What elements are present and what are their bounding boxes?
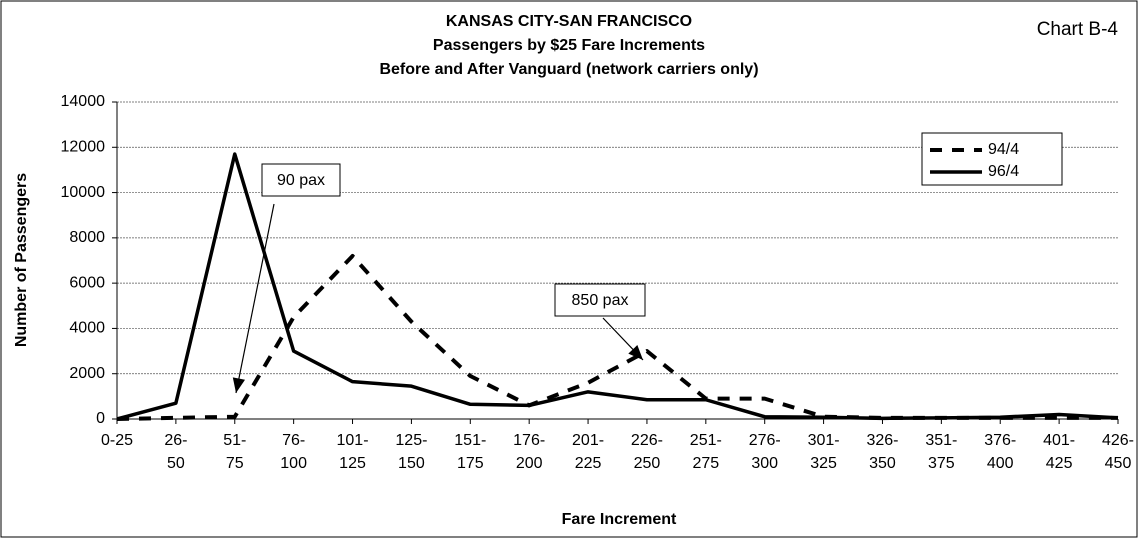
series-line — [116, 152, 1119, 421]
y-tick-label: 14000 — [61, 93, 106, 110]
x-tick-label: 51-75 — [223, 432, 246, 472]
legend-label: 96/4 — [988, 163, 1019, 180]
x-tick-label-line: 226- — [631, 432, 663, 449]
annotation-text: 90 pax — [277, 172, 325, 189]
x-tick-label-line: 200 — [516, 455, 543, 472]
x-tick-label-line: 326- — [866, 432, 898, 449]
y-tick-label: 6000 — [69, 274, 105, 291]
y-tick-label: 4000 — [69, 320, 105, 337]
x-tick-label-line: 300 — [751, 455, 778, 472]
x-tick-label-line: 51- — [223, 432, 246, 449]
x-tick-label-line: 425 — [1046, 455, 1073, 472]
x-tick-label-line: 75 — [226, 455, 244, 472]
x-tick-label: 125- 150 — [395, 432, 427, 472]
x-tick-label-line: 350 — [869, 455, 896, 472]
x-tick-label-line: 50 — [167, 455, 185, 472]
x-tick-label: 351- 375 — [925, 432, 957, 472]
x-tick-label-line: 100 — [280, 455, 307, 472]
x-tick-label-line: 301- — [808, 432, 840, 449]
x-tick-label-line: 426- — [1102, 432, 1134, 449]
legend-label: 94/4 — [988, 141, 1019, 158]
x-tick-label: 76-100 — [280, 432, 307, 472]
x-tick-label: 0-25 — [101, 432, 133, 449]
x-tick-label: 251- 275 — [690, 432, 722, 472]
x-tick-label-line: 351- — [925, 432, 957, 449]
x-tick-label-line: 276- — [749, 432, 781, 449]
x-tick-label: 101- 125 — [337, 432, 369, 472]
x-tick-label-line: 150 — [398, 455, 425, 472]
y-tick-label: 10000 — [61, 184, 106, 201]
legend-box — [921, 132, 1063, 186]
chart-label: Chart B-4 — [1037, 19, 1119, 40]
x-tick-label: 201- 225 — [572, 432, 604, 472]
x-tick-label: 326- 350 — [866, 432, 898, 472]
series-line — [116, 253, 1118, 421]
x-tick-label: 401- 425 — [1043, 432, 1075, 472]
x-tick-label: 426- 450 — [1102, 432, 1134, 472]
x-tick-label: 176- 200 — [513, 432, 545, 472]
x-tick-label: 301- 325 — [808, 432, 840, 472]
annotation-box — [554, 283, 646, 317]
annotation-arrowhead — [232, 377, 246, 393]
x-tick-label-line: 376- — [984, 432, 1016, 449]
x-tick-label-line: 125- — [395, 432, 427, 449]
x-tick-label-line: 275 — [692, 455, 719, 472]
x-axis-label: Fare Increment — [562, 511, 677, 528]
annotation-box — [261, 163, 341, 197]
x-tick-label-line: 251- — [690, 432, 722, 449]
annotation-arrow — [235, 203, 275, 394]
x-tick-label-line: 250 — [634, 455, 661, 472]
chart-title: KANSAS CITY-SAN FRANCISCO — [446, 13, 692, 30]
x-tick-label-line: 76- — [282, 432, 305, 449]
x-tick-label-line: 201- — [572, 432, 604, 449]
x-tick-label-line: 175 — [457, 455, 484, 472]
x-tick-label-line: 401- — [1043, 432, 1075, 449]
x-tick-label-line: 400 — [987, 455, 1014, 472]
annotation-text: 850 pax — [572, 292, 629, 309]
chart-subtitle: Before and After Vanguard (network carri… — [379, 61, 758, 78]
x-tick-label-line: 325 — [810, 455, 837, 472]
x-tick-label-line: 176- — [513, 432, 545, 449]
x-tick-label-line: 450 — [1105, 455, 1132, 472]
y-axis-label: Number of Passengers — [13, 173, 30, 347]
x-tick-label-line: 26- — [164, 432, 187, 449]
y-tick-label: 0 — [96, 410, 105, 427]
x-tick-label-line: 151- — [454, 432, 486, 449]
x-tick-label: 26-50 — [164, 432, 187, 472]
y-tick-label: 2000 — [69, 365, 105, 382]
annotation-arrowhead — [628, 345, 643, 360]
x-tick-label: 151- 175 — [454, 432, 486, 472]
y-tick-label: 8000 — [69, 229, 105, 246]
chart-subtitle: Passengers by $25 Fare Increments — [433, 37, 705, 54]
x-tick-label: 276- 300 — [749, 432, 781, 472]
x-tick-label-line: 375 — [928, 455, 955, 472]
x-tick-label-line: 125 — [339, 455, 366, 472]
x-tick-label-line: 225 — [575, 455, 602, 472]
x-tick-label: 376- 400 — [984, 432, 1016, 472]
x-tick-label-line: 101- — [337, 432, 369, 449]
x-tick-label: 226- 250 — [631, 432, 663, 472]
y-tick-label: 12000 — [61, 139, 106, 156]
